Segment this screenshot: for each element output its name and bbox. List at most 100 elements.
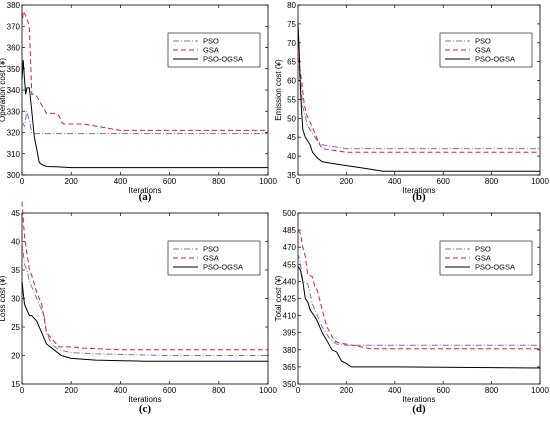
chart-3-series-gsa-line	[297, 229, 540, 350]
chart-0-xtick-label: 400	[114, 177, 128, 186]
chart-0-xtick-label: 1000	[259, 177, 277, 186]
chart-0-xtick-label: 0	[20, 177, 25, 186]
chart-2: 0 200 400 600 800 1000 15 20 25 30 35 40 45 Iteration…	[0, 201, 277, 415]
chart-2-ytick-label: 20	[11, 352, 20, 361]
chart-0-legend-label: PSO-OGSA	[203, 55, 243, 64]
chart-1-ytick-label: 35	[287, 171, 296, 180]
chart-3-xlabel: Iterations	[403, 395, 436, 404]
chart-1-xtick-label: 200	[340, 177, 354, 186]
chart-3-ytick-label: 380	[283, 346, 297, 355]
chart-3-legend-label: PSO	[475, 245, 491, 254]
chart-3-ytick-label: 350	[283, 380, 297, 389]
chart-1-xtick-label: 600	[437, 177, 451, 186]
chart-0-legend-label: GSA	[203, 46, 219, 55]
chart-3-ytick-label: 470	[283, 243, 297, 252]
chart-3-ytick-label: 365	[283, 363, 297, 372]
chart-1: 0 200 400 600 800 1000 35 40 45 50 55 60 65 70 75 80 Ite…	[274, 1, 549, 203]
chart-1-ytick-label: 70	[287, 39, 296, 48]
chart-3-xtick-label: 400	[388, 386, 402, 395]
chart-0-ytick-label: 330	[7, 107, 21, 116]
chart-1-legend-label: PSO-OGSA	[475, 55, 515, 64]
chart-3-legend-label: GSA	[475, 254, 491, 263]
chart-3-caption: (d)	[412, 403, 426, 415]
chart-2-plot-frame	[21, 212, 269, 385]
chart-3-ytick-label: 395	[283, 329, 297, 338]
chart-2-legend-label: PSO	[203, 245, 219, 254]
chart-1-ytick-label: 60	[287, 77, 296, 86]
chart-3-xtick-label: 200	[340, 386, 354, 395]
chart-2-ytick-label: 30	[11, 295, 20, 304]
chart-2-xtick-label: 400	[114, 386, 128, 395]
chart-3-ylabel: Total cost (¥)	[274, 275, 283, 321]
chart-0-caption: (a)	[139, 191, 152, 203]
chart-0-ytick-label: 310	[7, 150, 21, 159]
chart-3-ytick-label: 410	[283, 312, 297, 321]
chart-1-series-pso-line	[297, 61, 540, 150]
chart-1-ytick-label: 40	[287, 152, 296, 161]
chart-0-ytick-label: 380	[7, 1, 21, 10]
chart-2-ytick-label: 45	[11, 209, 20, 218]
chart-2-xtick-label: 0	[20, 386, 25, 395]
chart-0-series-pso-ogsa-line	[21, 60, 268, 169]
chart-1-xtick-label: 400	[388, 177, 402, 186]
chart-3-ytick-label: 455	[283, 260, 297, 269]
chart-0-xlabel: Iterations	[129, 186, 162, 195]
chart-3-xtick-label: 1000	[531, 386, 549, 395]
chart-2-series-gsa-line	[21, 201, 268, 351]
chart-3-xtick-label: 800	[485, 386, 499, 395]
chart-3-ytick-label: 440	[283, 277, 297, 286]
chart-3: 0 200 400 600 800 1000 350 365 380 395 410 425 440 45…	[274, 209, 549, 415]
chart-1-xlabel: Iterations	[403, 186, 436, 195]
chart-3-series-pso-ogsa-line	[297, 266, 541, 369]
chart-0-ytick-label: 300	[7, 171, 21, 180]
chart-3-ytick-label: 425	[283, 295, 297, 304]
chart-3-xtick-label: 0	[296, 386, 301, 395]
chart-1-legend-label: GSA	[475, 46, 491, 55]
chart-1-ytick-label: 45	[287, 133, 296, 142]
chart-1-legend-label: PSO	[475, 37, 491, 46]
chart-2-caption: (c)	[139, 403, 152, 415]
chart-2-xtick-label: 600	[163, 386, 177, 395]
chart-0-xtick-label: 800	[212, 177, 226, 186]
chart-1-xtick-label: 1000	[531, 177, 549, 186]
chart-1-xtick-label: 800	[485, 177, 499, 186]
chart-3-ytick-label: 500	[283, 209, 297, 218]
chart-0: 0 200 400 600 800 1000 300 310 320 330 340 350 360 37…	[0, 1, 277, 203]
chart-1-ytick-label: 65	[287, 58, 296, 67]
chart-3-xtick-label: 600	[437, 386, 451, 395]
chart-1-ytick-label: 80	[287, 1, 296, 10]
chart-0-series-gsa-line	[21, 9, 268, 131]
chart-1-plot-frame	[297, 4, 541, 176]
chart-2-xlabel: Iterations	[129, 395, 162, 404]
chart-2-xtick-label: 200	[65, 386, 79, 395]
chart-3-legend-label: PSO-OGSA	[475, 263, 515, 272]
chart-0-ytick-label: 320	[7, 129, 21, 138]
chart-2-legend-label: PSO-OGSA	[203, 263, 243, 272]
chart-3-plot-frame	[297, 212, 541, 385]
chart-2-xtick-label: 1000	[259, 386, 277, 395]
chart-2-ytick-label: 35	[11, 266, 20, 275]
chart-0-xtick-label: 200	[65, 177, 79, 186]
chart-2-ytick-label: 25	[11, 323, 20, 332]
chart-1-ytick-label: 55	[287, 95, 296, 104]
chart-0-ytick-label: 350	[7, 65, 21, 74]
chart-1-ytick-label: 50	[287, 114, 296, 123]
chart-2-ylabel: Loss cost (¥)	[0, 275, 7, 321]
chart-3-ytick-label: 485	[283, 226, 297, 235]
chart-2-xtick-label: 800	[212, 386, 226, 395]
chart-1-xtick-label: 0	[296, 177, 301, 186]
chart-0-plot-frame	[21, 4, 269, 176]
chart-2-ytick-label: 15	[11, 380, 20, 389]
chart-0-ylabel: Operation cost (¥)	[0, 58, 7, 122]
chart-1-caption: (b)	[412, 191, 426, 203]
chart-1-series-pso-ogsa-line	[297, 23, 540, 172]
chart-1-ylabel: Emission cost (¥)	[274, 59, 283, 121]
chart-0-ytick-label: 340	[7, 86, 21, 95]
chart-0-legend-label: PSO	[203, 37, 219, 46]
chart-2-series-pso-line	[21, 241, 268, 356]
chart-0-ytick-label: 370	[7, 22, 21, 31]
chart-2-series-pso-ogsa-line	[21, 281, 268, 362]
chart-0-ytick-label: 360	[7, 44, 21, 53]
chart-2-ytick-label: 40	[11, 238, 20, 247]
